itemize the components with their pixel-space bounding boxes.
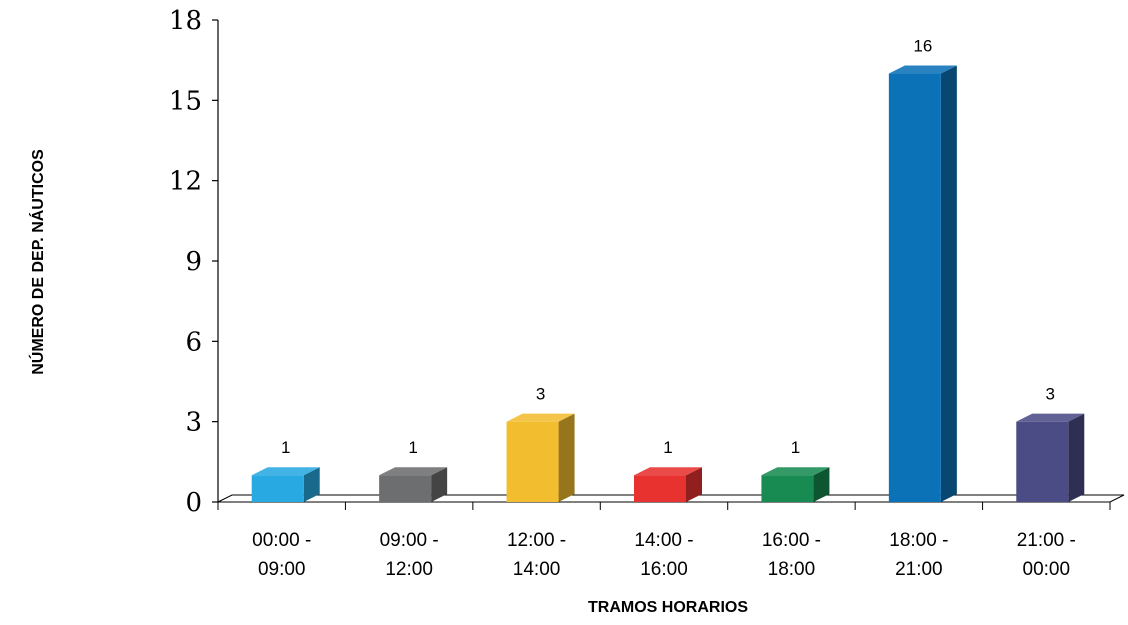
x-axis: 00:00 -09:00 09:00 -12:00 12:00 -14:00 14:0… <box>217 502 1111 580</box>
y-tick-label: 9 <box>185 247 202 277</box>
data-label: 1 <box>281 438 290 457</box>
bar <box>634 467 702 502</box>
bar-top <box>379 467 448 476</box>
bar-side <box>303 467 320 502</box>
bar-side <box>686 467 702 502</box>
x-axis-title: TRAMOS HORARIOS <box>588 599 748 616</box>
y-tick-label: 12 <box>169 167 202 197</box>
bar-top <box>888 65 957 74</box>
x-tick-label: 00:00 -09:00 <box>252 530 311 580</box>
y-axis: 0 3 6 9 12 15 18 <box>169 6 219 518</box>
bar-top <box>634 467 702 476</box>
bar <box>379 467 448 502</box>
x-tick-label: 21:00 -00:00 <box>1017 530 1076 580</box>
data-label: 1 <box>408 438 417 457</box>
bar <box>761 467 830 502</box>
y-axis-title: NÚMERO DE DEP. NÁUTICOS <box>28 149 47 375</box>
bar-front <box>1016 421 1069 502</box>
x-tick-label: 14:00 -16:00 <box>634 530 693 580</box>
x-tick-label: 09:00 -12:00 <box>380 530 439 580</box>
bar-top <box>1016 413 1085 422</box>
data-labels: 1 1 3 1 1 16 3 <box>281 37 1055 458</box>
bar-front <box>634 475 686 502</box>
bar-top <box>506 413 575 422</box>
data-label: 1 <box>663 438 672 457</box>
bar-front <box>251 475 304 502</box>
x-tick-label: 12:00 -14:00 <box>507 530 566 580</box>
y-tick-label: 0 <box>185 488 202 518</box>
x-tick-label: 16:00 -18:00 <box>762 530 821 580</box>
bar-side <box>431 467 448 502</box>
x-tick-label: 18:00 -21:00 <box>889 530 948 580</box>
bar-side <box>558 413 575 502</box>
bar-front <box>761 475 814 502</box>
bar <box>888 65 957 503</box>
data-label: 3 <box>536 385 545 404</box>
bar-side <box>813 467 830 502</box>
data-label: 3 <box>1046 385 1055 404</box>
bar-front <box>506 421 559 502</box>
bar-top <box>251 467 320 476</box>
bar-series <box>251 65 1085 503</box>
bar-top <box>761 467 830 476</box>
bar-side <box>1068 413 1085 502</box>
y-tick-label: 15 <box>169 86 202 116</box>
bar <box>1016 413 1085 502</box>
data-label: 16 <box>913 37 932 56</box>
y-tick-label: 3 <box>185 408 202 438</box>
bar <box>506 413 575 502</box>
bar-side <box>940 65 957 503</box>
bar-front <box>888 73 941 503</box>
bar <box>251 467 320 502</box>
bar-front <box>379 475 432 502</box>
y-tick-label: 18 <box>169 6 202 36</box>
y-tick-label: 6 <box>185 327 202 357</box>
data-label: 1 <box>791 438 800 457</box>
